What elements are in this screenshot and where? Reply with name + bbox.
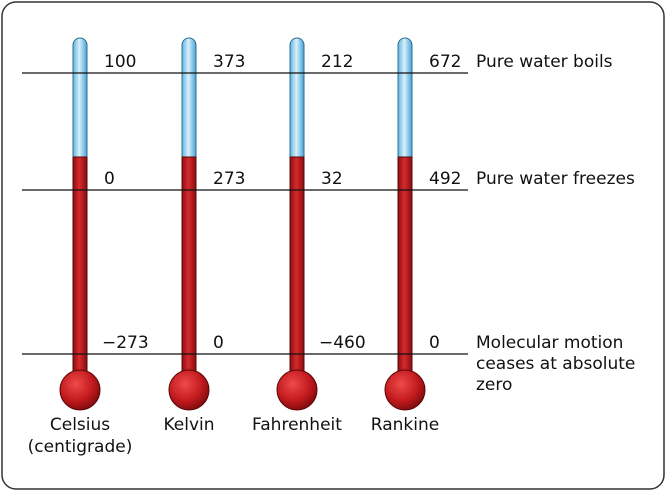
scale-value: 373 <box>213 52 245 72</box>
reference-label: Pure water freezes <box>476 169 635 189</box>
thermometer: 373 273 0 Kelvin <box>163 37 245 435</box>
reference-label: ceases at absolute <box>476 354 635 374</box>
reference-label: zero <box>476 375 512 395</box>
tube-empty <box>72 37 88 158</box>
scale-value: 100 <box>104 52 136 72</box>
scale-value: 672 <box>429 52 461 72</box>
scale-value: 273 <box>213 169 245 189</box>
thermometer: 672 492 0 Rankine <box>371 37 461 435</box>
scale-value: −460 <box>319 333 366 353</box>
reference-label: Molecular motion <box>476 333 623 353</box>
scale-value: 32 <box>321 169 343 189</box>
thermometer: 212 32 −460 Fahrenheit <box>252 37 366 435</box>
tube-empty <box>181 37 197 158</box>
scale-value: −273 <box>102 333 149 353</box>
scale-value: 212 <box>321 52 353 72</box>
bulb <box>168 369 210 411</box>
thermometer: 100 0 −273 Celsius(centigrade) <box>28 37 149 457</box>
scale-name: Celsius <box>50 415 110 435</box>
reference-label: Pure water boils <box>476 52 613 72</box>
scale-value: 492 <box>429 169 461 189</box>
scale-note: (centigrade) <box>28 437 133 457</box>
scale-name: Fahrenheit <box>252 415 342 435</box>
scale-name: Kelvin <box>163 415 214 435</box>
bulb <box>276 369 318 411</box>
bulb <box>59 369 101 411</box>
scale-name: Rankine <box>371 415 439 435</box>
scale-value: 0 <box>104 169 115 189</box>
scale-value: 0 <box>429 333 440 353</box>
bulb <box>384 369 426 411</box>
tube-empty <box>397 37 413 158</box>
scale-value: 0 <box>213 333 224 353</box>
tube-empty <box>289 37 305 158</box>
